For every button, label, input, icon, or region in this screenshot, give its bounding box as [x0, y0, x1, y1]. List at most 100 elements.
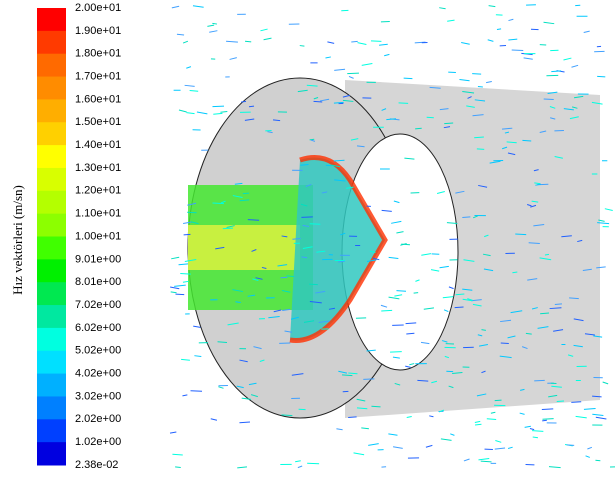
colorbar-band	[37, 442, 66, 465]
velocity-vector	[348, 373, 357, 374]
velocity-vector	[226, 41, 238, 42]
velocity-vector	[182, 395, 187, 396]
velocity-vector	[213, 203, 224, 204]
velocity-vector	[327, 42, 334, 44]
velocity-vector	[406, 323, 417, 324]
velocity-vector	[211, 419, 217, 421]
colorbar-label: 5.02e+00	[75, 345, 121, 357]
velocity-vector	[520, 413, 525, 414]
colorbar-label: 1.80e+01	[75, 48, 121, 60]
velocity-vector	[429, 416, 433, 417]
colorbar-title: Hız vektörleri (m/sn)	[10, 185, 25, 295]
velocity-vector	[349, 76, 354, 78]
velocity-vector	[295, 461, 301, 462]
velocity-vector	[455, 307, 464, 308]
velocity-vector	[464, 459, 470, 461]
velocity-vector	[478, 459, 489, 460]
colorbar-band	[37, 191, 66, 214]
velocity-vector	[508, 447, 513, 448]
velocity-vector	[191, 391, 202, 392]
velocity-vector	[508, 19, 513, 20]
velocity-vector	[388, 434, 397, 435]
velocity-vector	[569, 298, 579, 299]
velocity-vector	[525, 426, 531, 427]
velocity-vector	[325, 57, 330, 58]
colorbar-band	[37, 31, 66, 54]
colorbar-band	[37, 305, 66, 328]
velocity-vector	[180, 274, 190, 275]
velocity-vector	[415, 128, 422, 129]
velocity-vector	[384, 54, 389, 55]
velocity-vector	[212, 106, 224, 107]
velocity-vector	[530, 428, 534, 429]
velocity-vector	[571, 402, 581, 403]
velocity-vector	[584, 409, 596, 410]
velocity-vector	[563, 58, 571, 60]
colorbar-band	[37, 282, 66, 305]
velocity-vector	[371, 406, 380, 407]
velocity-vector	[175, 294, 184, 295]
velocity-vector	[379, 44, 388, 45]
velocity-vector	[390, 352, 402, 353]
velocity-vector	[393, 447, 403, 449]
velocity-vector	[459, 80, 469, 81]
velocity-vector	[326, 165, 332, 166]
velocity-vector	[414, 293, 419, 294]
velocity-vector	[486, 81, 492, 82]
colorbar-label: 6.02e+00	[75, 322, 121, 334]
velocity-vector	[336, 429, 342, 430]
velocity-vector	[186, 113, 194, 114]
velocity-vector	[183, 41, 188, 43]
velocity-vector	[218, 387, 223, 389]
velocity-vector	[481, 461, 492, 462]
velocity-vector	[170, 287, 179, 289]
velocity-vector	[358, 43, 367, 45]
velocity-vector	[193, 326, 200, 327]
velocity-vector	[417, 380, 428, 381]
velocity-vector	[605, 209, 613, 211]
velocity-vector	[584, 31, 590, 32]
velocity-vector	[462, 217, 470, 218]
velocity-vector	[450, 434, 454, 436]
velocity-vector	[371, 41, 381, 42]
colorbar-band	[37, 328, 66, 351]
velocity-vector	[495, 440, 501, 442]
velocity-vector	[334, 69, 345, 70]
velocity-vector	[310, 139, 315, 140]
velocity-vector	[298, 466, 302, 468]
velocity-vector	[245, 41, 251, 42]
velocity-vector	[185, 85, 195, 86]
velocity-vector	[223, 228, 233, 229]
velocity-vector	[472, 74, 481, 75]
colorbar-label: 9.01e+00	[75, 253, 121, 265]
velocity-vector	[542, 409, 553, 410]
velocity-vector	[596, 417, 607, 419]
velocity-vector	[404, 78, 413, 79]
colorbar-label: 1.00e+01	[75, 230, 121, 242]
velocity-vector	[286, 276, 293, 277]
velocity-vector	[475, 421, 480, 422]
velocity-vector	[545, 254, 549, 255]
jet-core	[188, 225, 300, 270]
velocity-vector	[576, 416, 587, 418]
velocity-vector	[213, 113, 222, 114]
colorbar-band	[37, 396, 66, 419]
velocity-vector	[444, 123, 453, 124]
velocity-vector	[273, 120, 280, 121]
velocity-vector	[362, 64, 373, 66]
velocity-vector	[207, 25, 214, 26]
colorbar: 2.00e+011.90e+011.80e+011.70e+011.60e+01…	[37, 2, 121, 471]
velocity-vector	[179, 264, 189, 265]
velocity-vector	[439, 8, 445, 9]
velocity-vector	[314, 101, 323, 102]
velocity-vector	[524, 58, 533, 59]
velocity-vector	[172, 454, 182, 455]
colorbar-band	[37, 54, 66, 77]
colorbar-label: 1.20e+01	[75, 185, 121, 197]
velocity-vector	[181, 359, 190, 360]
velocity-vector	[426, 445, 432, 447]
colorbar-band	[37, 351, 66, 374]
colorbar-label: 8.01e+00	[75, 276, 121, 288]
velocity-vector	[487, 419, 496, 420]
colorbar-band	[37, 374, 66, 397]
